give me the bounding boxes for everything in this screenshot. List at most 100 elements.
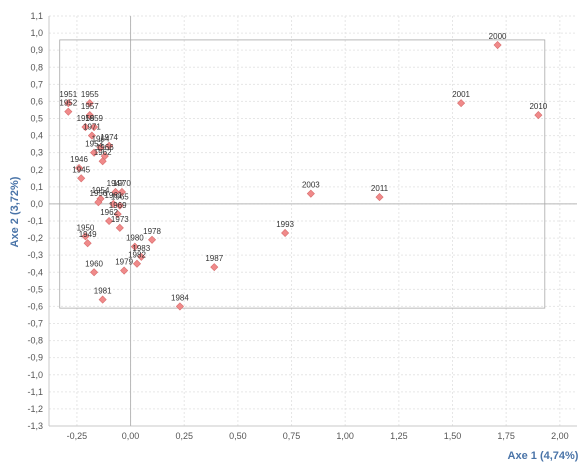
point-label: 1957 (81, 102, 99, 111)
y-tick-label: 0,4 (30, 131, 43, 141)
y-tick-label: -0,9 (27, 353, 43, 363)
data-point (175, 302, 184, 311)
y-tick-label: 0,8 (30, 62, 43, 72)
data-point (105, 216, 114, 226)
data-point (281, 228, 290, 237)
point-label: 1945 (72, 165, 90, 174)
x-tick-label: 1,25 (390, 431, 408, 441)
y-tick-label: -1,1 (27, 387, 43, 397)
x-tick-label: 1,75 (497, 431, 515, 441)
point-label: 1966 (96, 143, 114, 152)
data-point (77, 174, 86, 183)
point-label: 1950 (77, 223, 95, 232)
data-point (117, 187, 127, 196)
point-label: 1954 (92, 186, 110, 195)
data-point (457, 99, 466, 108)
data-point (85, 111, 94, 120)
x-axis-title: Axe 1 (4,74%) (508, 450, 579, 462)
data-point (111, 187, 120, 196)
point-label: 1946 (70, 155, 88, 164)
point-label: 1973 (111, 215, 129, 224)
point-label: 1962 (94, 148, 112, 157)
data-point (94, 198, 103, 207)
point-label: 1969 (109, 201, 127, 210)
point-label: 2001 (452, 90, 470, 99)
data-point (75, 164, 84, 173)
y-tick-label: -0,8 (27, 336, 43, 346)
y-tick-label: 0,7 (30, 79, 43, 89)
point-label: 1971 (83, 123, 101, 132)
point-label: 1978 (143, 227, 161, 236)
y-tick-label: -0,1 (27, 216, 43, 226)
point-label: 1951 (59, 90, 77, 99)
x-tick-label: 0,75 (283, 431, 301, 441)
point-label: 1958 (77, 114, 95, 123)
y-tick-label: 0,0 (30, 199, 43, 209)
point-label: 2003 (302, 181, 320, 190)
point-label: 1970 (113, 179, 131, 188)
data-point (130, 242, 139, 251)
data-point (87, 131, 96, 140)
point-label: 1952 (59, 99, 77, 108)
data-point (306, 189, 315, 198)
y-tick-label: -1,2 (27, 404, 43, 414)
point-label: 1984 (171, 293, 189, 302)
data-point (210, 263, 219, 272)
point-label: 2010 (529, 102, 547, 111)
y-tick-label: -0,2 (27, 233, 43, 243)
y-tick-label: 0,2 (30, 165, 43, 175)
point-label: 1961 (104, 191, 122, 200)
point-label: 1953 (85, 140, 103, 149)
data-point (81, 123, 90, 132)
x-tick-label: 1,00 (336, 431, 354, 441)
data-point (120, 266, 129, 275)
point-label: 1979 (115, 258, 133, 267)
x-tick-label: 0,00 (122, 431, 140, 441)
x-tick-label: -0,25 (67, 431, 88, 441)
point-label: 1949 (79, 230, 97, 239)
point-label: 1960 (85, 259, 103, 268)
point-label: 1964 (92, 135, 110, 144)
data-point (64, 107, 73, 116)
x-tick-label: 0,25 (175, 431, 193, 441)
point-label: 1982 (128, 251, 146, 260)
y-tick-label: -0,3 (27, 250, 43, 260)
data-point (85, 99, 94, 108)
x-tick-label: 2,00 (551, 431, 569, 441)
y-tick-label: 0,5 (30, 114, 43, 124)
data-point (90, 268, 99, 277)
y-tick-label: -0,7 (27, 319, 43, 329)
point-label: 1959 (85, 114, 103, 123)
point-label: 1981 (94, 287, 112, 296)
data-point (147, 235, 157, 244)
data-point (534, 111, 543, 120)
data-point (493, 41, 502, 50)
point-label: 1987 (205, 254, 223, 263)
point-label: 1980 (126, 234, 144, 243)
data-point (137, 252, 146, 261)
data-point (98, 295, 107, 304)
y-tick-label: -0,6 (27, 301, 43, 311)
point-label: 1956 (89, 189, 107, 198)
data-point (115, 223, 124, 232)
point-label: 1965 (111, 193, 129, 202)
data-point (113, 210, 122, 219)
y-tick-label: -1,3 (27, 421, 43, 431)
point-label: 1947 (107, 179, 125, 188)
point-label: 2011 (371, 184, 389, 193)
selection-frame (59, 39, 546, 309)
point-label: 1962 (100, 208, 118, 217)
data-point (105, 141, 114, 150)
point-label: 1993 (276, 220, 294, 229)
x-tick-label: 0,50 (229, 431, 247, 441)
y-tick-label: 1,1 (30, 11, 43, 21)
data-point (115, 201, 124, 210)
y-tick-label: -0,5 (27, 284, 43, 294)
data-point (96, 143, 105, 152)
y-tick-label: 0,1 (30, 182, 43, 192)
data-point (375, 193, 384, 202)
y-tick-label: 0,3 (30, 148, 43, 158)
y-axis-title: Axe 2 (3,72%) (9, 176, 21, 247)
